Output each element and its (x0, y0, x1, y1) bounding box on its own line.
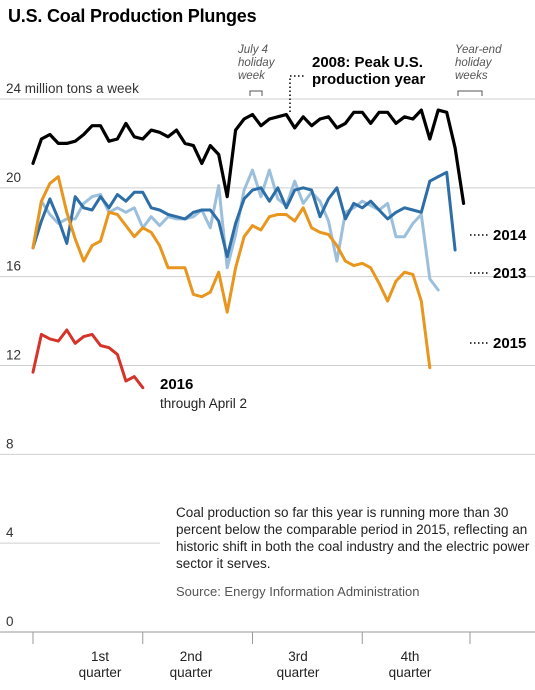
series-2016-sublabel: through April 2 (160, 396, 248, 411)
y-tick-labels: 0 4 8 12 16 20 24 million tons a week (6, 81, 139, 629)
series-label-2016: 2016 (160, 376, 193, 393)
y-tick-label: 20 (6, 170, 21, 185)
quarter-label: 3rd quarter (277, 649, 320, 680)
july4-bracket (249, 90, 263, 96)
series-line-2015 (31, 175, 432, 370)
series-label-2013: 2013 (493, 265, 526, 282)
series-lines (31, 108, 466, 390)
y-tick-label: 12 (6, 348, 21, 363)
series-line-2014 (31, 170, 457, 259)
july4-annotation: July 4 holiday week (238, 44, 275, 82)
grid-lines (0, 98, 535, 633)
yearend-bracket (457, 90, 483, 96)
y-tick-label: 0 (6, 614, 14, 629)
note-box: Coal production so far this year is runn… (160, 500, 535, 606)
series-line-2013 (31, 168, 440, 292)
quarter-label: 2nd quarter (170, 649, 213, 680)
y-tick-label: 24 million tons a week (6, 81, 139, 96)
yearend-annotation: Year-end holiday weeks (455, 44, 502, 82)
source-text: Source: Energy Information Administratio… (176, 584, 420, 599)
series-line-2016 (31, 328, 145, 390)
annotation-markers: 2014 2013 2015 2016 (160, 75, 527, 393)
series-label-2015: 2015 (493, 335, 526, 352)
quarter-label: 4th quarter (389, 649, 432, 680)
series-line-2008 (31, 108, 466, 205)
quarter-label: 1st quarter (79, 649, 122, 680)
chart-title: U.S. Coal Production Plunges (8, 6, 257, 26)
y-tick-label: 8 (6, 436, 14, 451)
x-axis: 1st quarter 2nd quarter 3rd quarter 4th quarter (32, 632, 471, 680)
peak-2008-annotation: 2008: Peak U.S. production year (312, 54, 426, 88)
y-tick-label: 16 (6, 259, 21, 274)
series-label-2014: 2014 (493, 227, 527, 244)
peak-leader (289, 75, 306, 112)
note-text: Coal production so far this year is runn… (176, 505, 530, 571)
y-tick-label: 4 (6, 525, 14, 540)
